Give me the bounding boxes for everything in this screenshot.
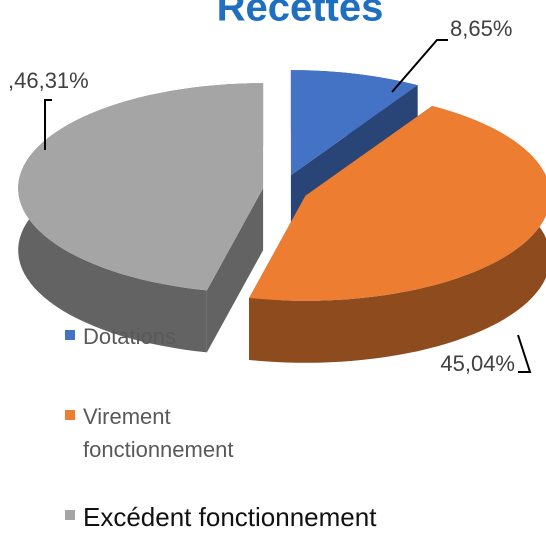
pie-tops [18, 70, 546, 301]
legend-item: Virement fonctionnement [65, 400, 255, 466]
leader-line [391, 39, 448, 93]
page: {"chart_data": {"type": "pie3d", "title"… [8, 0, 546, 532]
legend-label: Dotations [83, 324, 176, 349]
data-label: ,46,31% [8, 68, 89, 93]
legend-item: Dotations [65, 320, 265, 353]
leader-line [44, 99, 52, 150]
chart: Recettes 8,65% 45,04% ,46,31% [8, 0, 546, 376]
legend-swatch [65, 329, 75, 340]
leader-line [517, 334, 532, 373]
chart-title: Recettes [217, 0, 384, 30]
slice [249, 106, 546, 301]
legend-swatch [65, 509, 75, 520]
legend-label: Excédent fonctionnement [83, 502, 377, 532]
slice-wall [206, 188, 264, 353]
legend-label: Virement fonctionnement [83, 404, 234, 462]
slice [290, 70, 418, 176]
slice [18, 83, 264, 291]
legend-item: Excédent fonctionnement [65, 498, 535, 537]
legend-swatch [65, 409, 75, 420]
data-label: 45,04% [440, 351, 515, 376]
data-label: 8,65% [450, 16, 512, 41]
